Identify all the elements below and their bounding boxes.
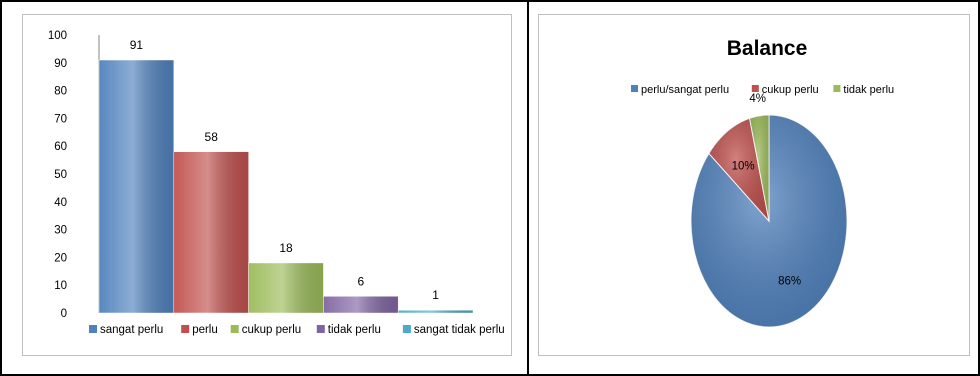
y-tick-label: 0 — [61, 308, 67, 320]
pie-series — [690, 114, 848, 328]
legend-item: tidak perlu — [833, 84, 894, 96]
y-tick-label: 30 — [54, 225, 67, 237]
pie-data-label: 10% — [732, 161, 755, 173]
pie-data-label: 4% — [749, 93, 766, 105]
bar-chart-panel: 0 10 20 30 40 50 60 70 80 90 100 91 58 18 6 1 sangat p… — [22, 14, 512, 356]
legend-swatch — [833, 85, 841, 92]
legend-item: perlu — [181, 324, 218, 336]
pie-chart-panel: Balance perlu/sangat perlu cukup perlu tid… — [538, 14, 970, 356]
legend-label: cukup perlu — [242, 324, 301, 336]
bar-highlight — [323, 296, 399, 313]
bar-highlight — [99, 60, 174, 313]
bar-highlight — [173, 151, 249, 313]
table-cell-divider — [527, 0, 529, 376]
bar-highlight — [398, 310, 473, 313]
y-tick-label: 60 — [54, 141, 67, 153]
legend-label: tidak perlu — [843, 84, 894, 96]
y-tick-label: 100 — [48, 30, 67, 42]
legend-swatch — [402, 325, 411, 333]
pie-legend: perlu/sangat perlu cukup perlu tidak perlu — [631, 84, 894, 96]
y-tick-label: 40 — [54, 197, 67, 209]
legend-item: sangat tidak perlu — [402, 324, 505, 336]
legend-item: tidak perlu — [316, 324, 381, 336]
legend-swatch — [631, 85, 638, 92]
y-tick-label: 90 — [54, 58, 67, 70]
legend-label: sangat perlu — [100, 324, 163, 336]
bar-chart: 0 10 20 30 40 50 60 70 80 90 100 91 58 18 6 1 sangat p… — [48, 30, 505, 336]
legend-swatch — [181, 325, 190, 333]
pie-chart-title: Balance — [727, 37, 808, 60]
legend-item: sangat perlu — [89, 324, 163, 336]
bar-data-label: 1 — [432, 288, 439, 302]
pie-data-label: 86% — [778, 275, 801, 287]
y-tick-label: 70 — [54, 113, 67, 125]
bar-data-label: 91 — [130, 38, 144, 52]
y-tick-label: 10 — [54, 280, 67, 292]
bar-data-labels: 91 58 18 6 1 — [130, 38, 440, 302]
bar-data-label: 18 — [279, 241, 293, 255]
legend-swatch — [751, 85, 759, 92]
pie-data-labels: 86% 10% 4% — [732, 93, 802, 288]
legend-item: perlu/sangat perlu — [631, 84, 729, 96]
pie-chart: Balance perlu/sangat perlu cukup perlu tid… — [631, 37, 894, 328]
y-tick-label: 80 — [54, 86, 67, 98]
legend-swatch — [316, 325, 325, 333]
legend-label: cukup perlu — [762, 84, 819, 96]
legend-swatch — [89, 325, 97, 333]
legend-label: perlu/sangat perlu — [641, 84, 729, 96]
pie-slice-shading — [749, 115, 769, 221]
bar-legend: sangat perlu perlu cukup perlu tidak perlu s… — [89, 324, 505, 336]
bar-data-label: 58 — [205, 130, 219, 144]
legend-label: perlu — [192, 324, 218, 336]
bar-highlight — [248, 262, 324, 313]
y-tick-label: 50 — [54, 169, 67, 181]
legend-label: tidak perlu — [328, 324, 381, 336]
bar-series — [98, 59, 474, 314]
legend-item: cukup perlu — [751, 84, 819, 96]
y-axis: 0 10 20 30 40 50 60 70 80 90 100 — [48, 30, 100, 320]
bar-data-label: 6 — [357, 274, 364, 288]
legend-label: sangat tidak perlu — [414, 324, 505, 336]
legend-item: cukup perlu — [230, 324, 301, 336]
legend-swatch — [230, 325, 239, 333]
y-tick-label: 20 — [54, 252, 67, 264]
